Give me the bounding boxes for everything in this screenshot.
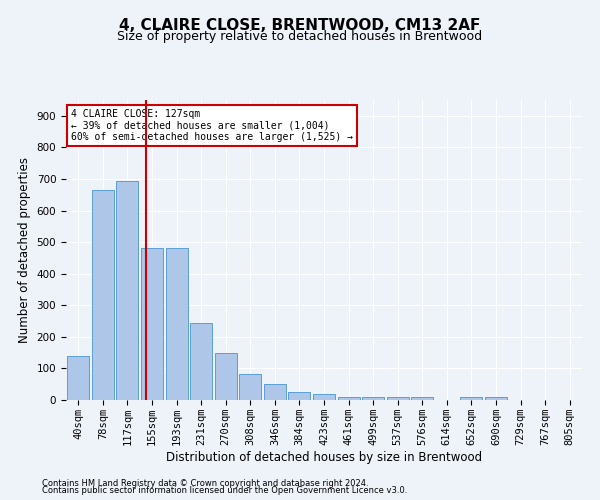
X-axis label: Distribution of detached houses by size in Brentwood: Distribution of detached houses by size … <box>166 450 482 464</box>
Text: Contains HM Land Registry data © Crown copyright and database right 2024.: Contains HM Land Registry data © Crown c… <box>42 478 368 488</box>
Bar <box>289 392 310 400</box>
Bar <box>313 394 335 400</box>
Bar <box>362 397 384 400</box>
Y-axis label: Number of detached properties: Number of detached properties <box>18 157 31 343</box>
Bar <box>460 397 482 400</box>
Bar <box>338 397 359 400</box>
Bar <box>166 248 188 400</box>
Bar <box>386 398 409 400</box>
Bar <box>141 248 163 400</box>
Bar <box>239 374 262 400</box>
Text: Contains public sector information licensed under the Open Government Licence v3: Contains public sector information licen… <box>42 486 407 495</box>
Bar <box>411 398 433 400</box>
Bar <box>92 190 114 400</box>
Bar <box>264 384 286 400</box>
Bar <box>215 354 237 400</box>
Text: 4 CLAIRE CLOSE: 127sqm
← 39% of detached houses are smaller (1,004)
60% of semi-: 4 CLAIRE CLOSE: 127sqm ← 39% of detached… <box>71 109 353 142</box>
Bar <box>190 322 212 400</box>
Text: Size of property relative to detached houses in Brentwood: Size of property relative to detached ho… <box>118 30 482 43</box>
Text: 4, CLAIRE CLOSE, BRENTWOOD, CM13 2AF: 4, CLAIRE CLOSE, BRENTWOOD, CM13 2AF <box>119 18 481 32</box>
Bar <box>485 397 507 400</box>
Bar <box>67 356 89 400</box>
Bar <box>116 180 139 400</box>
